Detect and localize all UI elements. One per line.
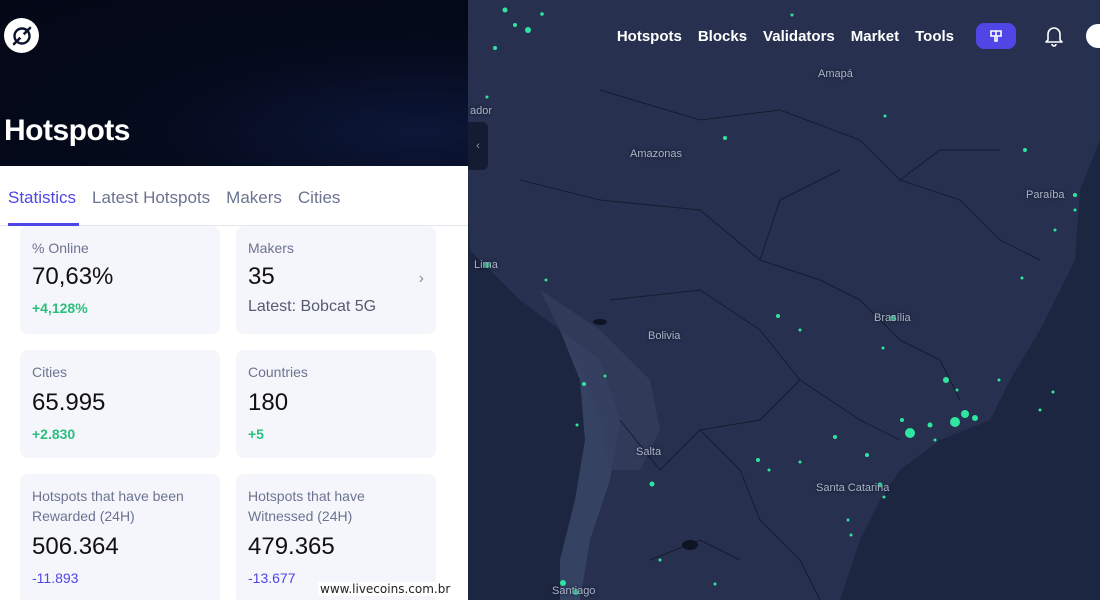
stat-label: % Online (32, 240, 89, 256)
signal-icon (990, 30, 1002, 42)
avatar[interactable] (1086, 24, 1100, 48)
stat-delta: -11.893 (32, 570, 79, 586)
tab-makers[interactable]: Makers (226, 187, 282, 207)
nav-link-validators[interactable]: Validators (763, 27, 835, 45)
stat-card-online: % Online 70,63% +4,128% (20, 226, 220, 334)
stat-delta: +5 (248, 426, 264, 442)
watermark: www.livecoins.com.br (318, 582, 453, 596)
stat-label: Makers (248, 240, 294, 256)
nav-link-tools[interactable]: Tools (915, 27, 954, 45)
nav-link-market[interactable]: Market (850, 27, 900, 45)
stat-delta: +2.830 (32, 426, 76, 442)
map-label-lima: Lima (474, 259, 498, 271)
nav-link-hotspots[interactable]: Hotspots (616, 27, 682, 45)
stat-card-makers[interactable]: Makers 35 Latest: Bobcat 5G › (236, 226, 436, 334)
stat-value: 35 (248, 263, 275, 290)
map-label-bolivia: Bolivia (648, 330, 681, 342)
helium-logo-mark (12, 26, 31, 45)
chevron-right-icon: › (418, 270, 424, 287)
active-tab-indicator (8, 223, 79, 226)
stat-subtext: Latest: Bobcat 5G (248, 298, 377, 315)
stat-value: 180 (248, 389, 289, 416)
tab-statistics[interactable]: Statistics (8, 187, 77, 207)
page-title: Hotspots (4, 114, 131, 147)
bell-icon (1045, 27, 1063, 47)
notifications-button[interactable] (1042, 24, 1066, 48)
stat-label: Hotspots that have Witnessed (24H) (248, 488, 365, 524)
tab-bar: Statistics Latest Hotspots Makers Cities (0, 166, 468, 226)
helium-logo-icon[interactable] (4, 18, 39, 53)
stat-value: 65.995 (32, 389, 106, 416)
map-label-paraiba: Paraíba (1026, 189, 1065, 201)
hotspot-dots (484, 7, 1077, 595)
map-label-amazonas: Amazonas (630, 148, 682, 160)
signal-button[interactable] (976, 23, 1016, 49)
stat-value: 479.365 (248, 533, 335, 560)
top-nav: Hotspots Blocks Validators Market Tools (617, 20, 1100, 52)
stat-label: Countries (248, 364, 308, 380)
stat-delta: +4,128% (32, 300, 88, 316)
tab-cities[interactable]: Cities (297, 187, 341, 207)
map-label-amapa: Amapá (818, 68, 853, 80)
tab-latest-hotspots[interactable]: Latest Hotspots (92, 187, 211, 207)
panel-header: Hotspots (0, 0, 468, 166)
nav-link-blocks[interactable]: Blocks (697, 27, 748, 45)
stat-card-witnessed: Hotspots that have Witnessed (24H) 479.3… (236, 474, 436, 600)
map-label-ador: ador (470, 105, 493, 117)
stat-card-countries: Countries 180 +5 (236, 350, 436, 458)
map-label-salta: Salta (636, 446, 662, 458)
chevron-left-icon: ‹ (476, 140, 480, 152)
stat-card-rewarded: Hotspots that have been Rewarded (24H) 5… (20, 474, 220, 600)
map-label-santa-catarina: Santa Catarina (816, 482, 890, 494)
stat-delta: -13.677 (248, 570, 296, 586)
map-label-santiago: Santiago (552, 585, 596, 597)
stat-value: 506.364 (32, 533, 119, 560)
collapse-panel-button[interactable]: ‹ (468, 122, 488, 170)
stats-panel: Statistics Latest Hotspots Makers Cities… (0, 166, 468, 600)
map-label-brasilia: Brasília (874, 312, 911, 324)
stat-value: 70,63% (32, 263, 114, 290)
stat-label: Cities (32, 364, 68, 380)
stat-card-cities: Cities 65.995 +2.830 (20, 350, 220, 458)
stat-label: Hotspots that have been Rewarded (24H) (32, 488, 184, 524)
